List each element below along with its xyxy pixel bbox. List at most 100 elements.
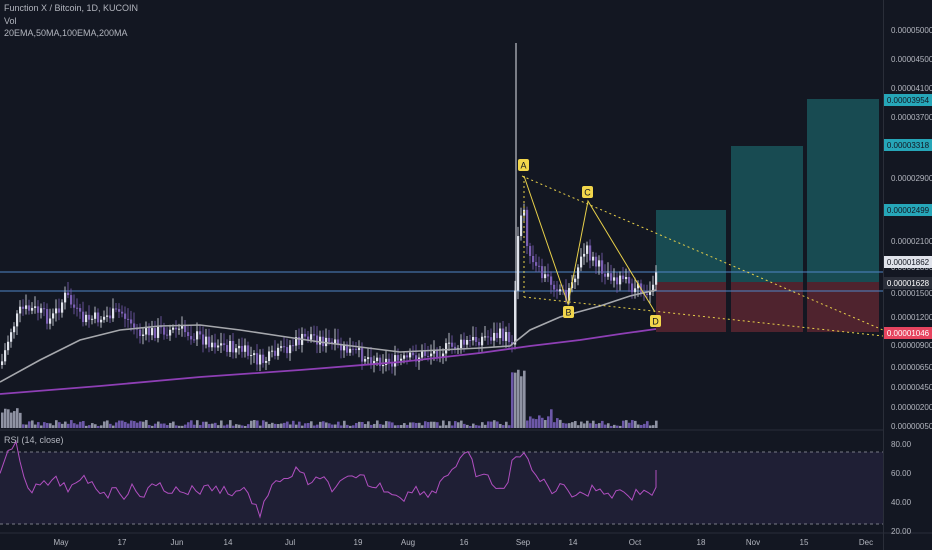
volume-bar bbox=[334, 424, 337, 428]
volume-bar bbox=[211, 423, 214, 428]
candle-body bbox=[1, 361, 4, 365]
candle-body bbox=[316, 335, 319, 345]
time-label: Jun bbox=[171, 538, 184, 547]
volume-bar bbox=[304, 423, 307, 428]
candle-body bbox=[400, 358, 403, 361]
abcd-pattern[interactable] bbox=[523, 175, 656, 313]
volume-label: Vol bbox=[4, 16, 17, 26]
volume-bar bbox=[10, 412, 13, 428]
candle-body bbox=[535, 262, 538, 266]
candle-body bbox=[55, 308, 58, 314]
volume-bar bbox=[406, 424, 409, 428]
candle-body bbox=[37, 306, 40, 313]
candle-body bbox=[583, 253, 586, 257]
candle-body bbox=[406, 355, 409, 358]
volume-bar bbox=[154, 423, 157, 428]
volume-bar bbox=[244, 425, 247, 428]
candle-body bbox=[409, 352, 412, 358]
volume-bar bbox=[148, 424, 151, 428]
volume-bar bbox=[217, 425, 220, 428]
volume-bar bbox=[544, 420, 547, 428]
volume-bar bbox=[124, 421, 127, 428]
volume-bar bbox=[28, 421, 31, 428]
volume-bar bbox=[475, 425, 478, 428]
volume-bar bbox=[445, 425, 448, 428]
volume-bar bbox=[433, 421, 436, 428]
price-tick: 0.00000650 bbox=[891, 363, 932, 372]
time-label: Sep bbox=[516, 538, 531, 547]
svg-text:0.00002499: 0.00002499 bbox=[887, 206, 930, 215]
svg-text:0.00003954: 0.00003954 bbox=[887, 96, 930, 105]
volume-bar bbox=[145, 420, 148, 428]
volume-bar bbox=[331, 424, 334, 428]
candle-body bbox=[646, 293, 649, 295]
volume-bar bbox=[643, 423, 646, 428]
volume-bar bbox=[649, 425, 652, 428]
time-label: Jul bbox=[285, 538, 295, 547]
volume-bar bbox=[229, 420, 232, 428]
price-badge-target-3: 0.00003954 bbox=[884, 94, 932, 106]
candle-body bbox=[127, 318, 130, 320]
time-label: Oct bbox=[629, 538, 642, 547]
candle-body bbox=[322, 336, 325, 347]
price-badge-stop: 0.00001046 bbox=[884, 327, 932, 339]
volume-bar bbox=[301, 425, 304, 428]
candle-body bbox=[598, 260, 601, 267]
volume-bar bbox=[7, 409, 10, 428]
candle-body bbox=[466, 340, 469, 345]
volume-bar bbox=[628, 422, 631, 428]
price-tick: 0.00005000 bbox=[891, 26, 932, 35]
candle-body bbox=[130, 319, 133, 324]
candle-body bbox=[364, 359, 367, 362]
volume-histogram bbox=[1, 369, 658, 428]
volume-bar bbox=[73, 423, 76, 428]
volume-bar bbox=[307, 423, 310, 428]
volume-bar bbox=[526, 420, 529, 428]
volume-bar bbox=[379, 424, 382, 428]
candle-body bbox=[253, 353, 256, 356]
candle-body bbox=[43, 308, 46, 310]
candle-body bbox=[328, 337, 331, 342]
volume-bar bbox=[325, 422, 328, 428]
volume-bar bbox=[280, 423, 283, 428]
volume-bar bbox=[451, 425, 454, 428]
candle-body bbox=[517, 236, 520, 291]
candle-body bbox=[16, 313, 19, 327]
candle-body bbox=[85, 314, 88, 323]
volume-bar bbox=[298, 421, 301, 428]
volume-bar bbox=[634, 420, 637, 428]
volume-bar bbox=[220, 420, 223, 428]
volume-bar bbox=[652, 425, 655, 428]
volume-bar bbox=[340, 425, 343, 428]
symbol-title: Function X / Bitcoin, 1D, KUCOIN bbox=[4, 3, 139, 13]
volume-bar bbox=[490, 421, 493, 428]
candle-body bbox=[349, 348, 352, 353]
volume-bar bbox=[466, 424, 469, 428]
candle-body bbox=[478, 341, 481, 346]
volume-bar bbox=[253, 420, 256, 428]
volume-bar bbox=[625, 420, 628, 428]
volume-bar bbox=[247, 424, 250, 428]
candle-body bbox=[526, 209, 529, 247]
volume-bar bbox=[637, 424, 640, 428]
candle-body bbox=[553, 284, 556, 290]
volume-bar bbox=[487, 421, 490, 428]
candle-body bbox=[220, 343, 223, 346]
candle-body bbox=[109, 315, 112, 319]
volume-bar bbox=[412, 422, 415, 428]
candle-body bbox=[196, 331, 199, 340]
candle-body bbox=[187, 332, 190, 337]
volume-bar bbox=[109, 423, 112, 428]
price-tick: 0.00000200 bbox=[891, 403, 932, 412]
volume-bar bbox=[439, 425, 442, 428]
candle-body bbox=[247, 345, 250, 356]
candle-body bbox=[115, 308, 118, 310]
volume-bar bbox=[70, 420, 73, 428]
candle-body bbox=[592, 256, 595, 261]
candle-body bbox=[217, 345, 220, 348]
volume-bar bbox=[151, 425, 154, 428]
volume-bar bbox=[163, 423, 166, 428]
candle-body bbox=[502, 328, 505, 341]
candle-body bbox=[274, 350, 277, 356]
